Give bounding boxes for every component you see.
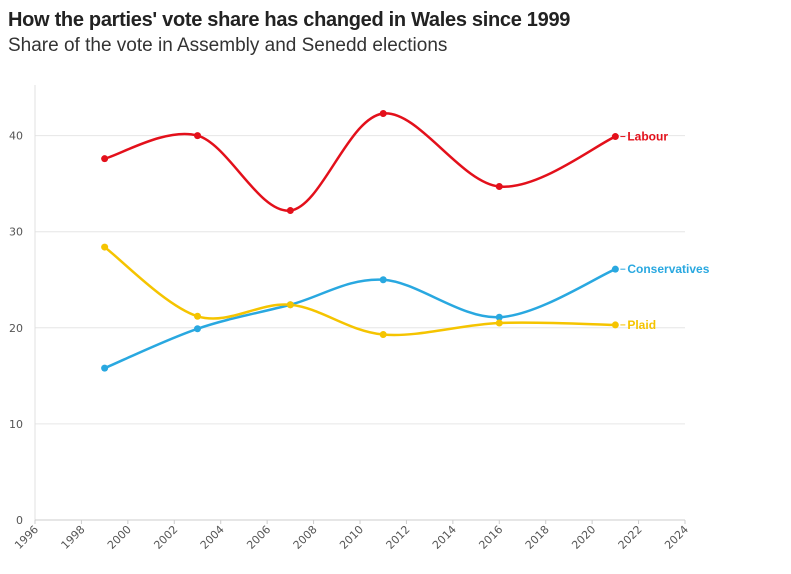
conservatives-point — [611, 265, 619, 273]
labour-point — [611, 133, 619, 141]
gridlines — [35, 135, 685, 425]
plaid-point — [286, 301, 294, 309]
plaid-point — [379, 331, 387, 339]
plaid-series-label: Plaid — [627, 318, 656, 332]
labour-point — [286, 207, 294, 215]
x-axis-ticks: 1996 1998 2000 2002 2004 2006 2008 2010 2012 2014… — [12, 520, 691, 552]
x-tick-label: 1996 — [12, 523, 41, 552]
x-tick-label: 2014 — [430, 523, 459, 552]
y-tick-label: 40 — [9, 130, 23, 143]
plaid-point — [611, 321, 619, 329]
x-tick-label: 2006 — [244, 523, 273, 552]
labour-point — [495, 183, 503, 191]
y-tick-label: 30 — [9, 226, 23, 239]
conservatives-series-label: Conservatives — [627, 262, 709, 276]
x-tick-label: 1998 — [59, 523, 88, 552]
plaid-point — [101, 243, 109, 251]
series-points — [101, 109, 619, 372]
plaid-point — [194, 312, 201, 320]
x-tick-label: 2000 — [105, 523, 134, 552]
x-tick-label: 2016 — [476, 523, 505, 552]
labour-point — [379, 109, 387, 117]
conservatives-point — [379, 276, 387, 284]
axes — [34, 85, 685, 521]
labour-point — [101, 155, 109, 163]
labour-line — [104, 112, 616, 212]
x-tick-label: 2004 — [198, 523, 227, 552]
conservatives-point — [194, 325, 201, 333]
x-tick-label: 2010 — [337, 523, 366, 552]
x-tick-label: 2002 — [151, 523, 180, 552]
x-tick-label: 2012 — [384, 523, 413, 552]
series-lines — [103, 112, 616, 370]
chart-title: How the parties' vote share has changed … — [8, 9, 571, 31]
y-axis-ticks: 0 10 20 30 40 — [9, 130, 23, 527]
x-tick-label: 2008 — [291, 523, 320, 552]
x-tick-label: 2024 — [662, 523, 691, 552]
plaid-line — [103, 246, 616, 337]
conservatives-point — [495, 313, 503, 321]
y-tick-label: 0 — [16, 514, 23, 527]
x-tick-label: 2022 — [616, 523, 645, 552]
y-tick-label: 20 — [9, 322, 23, 335]
labour-point — [194, 132, 201, 140]
labour-series-label: Labour — [627, 130, 668, 144]
x-tick-label: 2018 — [523, 523, 552, 552]
conservatives-point — [101, 364, 109, 372]
series-labels: Labour Conservatives Plaid — [620, 130, 710, 332]
y-tick-label: 10 — [9, 418, 23, 431]
x-tick-label: 2020 — [569, 523, 598, 552]
plaid-point — [495, 319, 503, 327]
conservatives-line — [104, 268, 616, 370]
chart-subtitle: Share of the vote in Assembly and Senedd… — [8, 35, 448, 56]
